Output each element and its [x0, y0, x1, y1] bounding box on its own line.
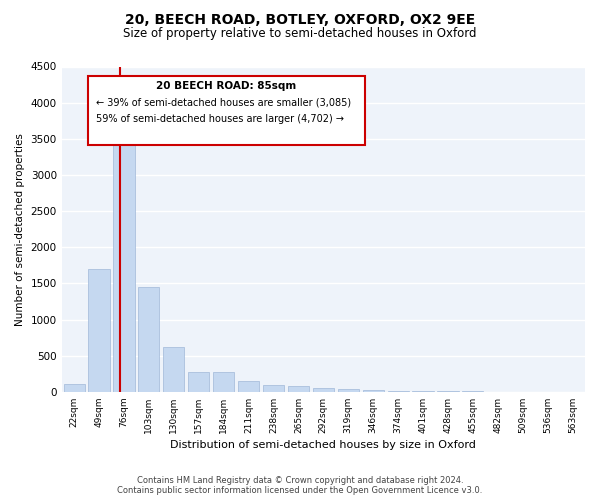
- Bar: [88, 269, 110, 392]
- Text: ← 39% of semi-detached houses are smaller (3,085): ← 39% of semi-detached houses are smalle…: [95, 98, 351, 108]
- Bar: [113, 139, 134, 392]
- Bar: [163, 347, 184, 392]
- Bar: [213, 372, 234, 392]
- Bar: [412, 391, 434, 392]
- Bar: [238, 382, 259, 392]
- Bar: [362, 390, 384, 392]
- Bar: [288, 386, 309, 392]
- X-axis label: Distribution of semi-detached houses by size in Oxford: Distribution of semi-detached houses by …: [170, 440, 476, 450]
- Text: 59% of semi-detached houses are larger (4,702) →: 59% of semi-detached houses are larger (…: [95, 114, 344, 124]
- Bar: [263, 385, 284, 392]
- Bar: [437, 391, 458, 392]
- Bar: [188, 372, 209, 392]
- FancyBboxPatch shape: [88, 76, 365, 144]
- Text: Contains HM Land Registry data © Crown copyright and database right 2024.
Contai: Contains HM Land Registry data © Crown c…: [118, 476, 482, 495]
- Text: Size of property relative to semi-detached houses in Oxford: Size of property relative to semi-detach…: [123, 28, 477, 40]
- Text: 20, BEECH ROAD, BOTLEY, OXFORD, OX2 9EE: 20, BEECH ROAD, BOTLEY, OXFORD, OX2 9EE: [125, 12, 475, 26]
- Y-axis label: Number of semi-detached properties: Number of semi-detached properties: [15, 132, 25, 326]
- Bar: [313, 388, 334, 392]
- Bar: [138, 287, 160, 392]
- Bar: [388, 390, 409, 392]
- Bar: [64, 384, 85, 392]
- Text: 20 BEECH ROAD: 85sqm: 20 BEECH ROAD: 85sqm: [157, 81, 296, 91]
- Bar: [338, 389, 359, 392]
